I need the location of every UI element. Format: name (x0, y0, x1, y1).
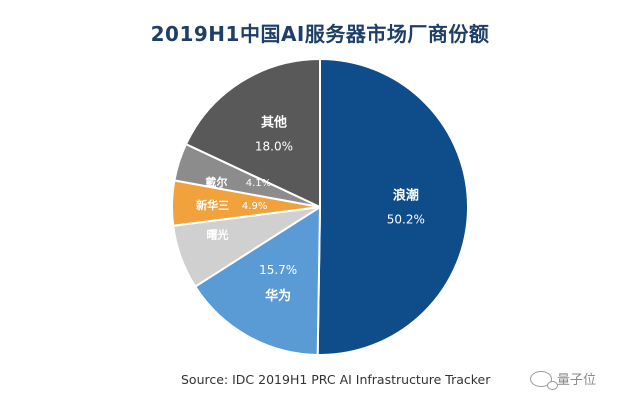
chart-title: 2019H1中国AI服务器市场厂商份额 (150, 22, 490, 46)
slice-category-label: 其他 (261, 115, 287, 131)
slice-value-label: 15.7% (259, 263, 297, 277)
watermark: 量子位 (530, 369, 597, 390)
watermark-text: 量子位 (557, 373, 597, 388)
slice-category-label: 浪潮 (393, 188, 419, 204)
slice-value-label: 50.2% (387, 213, 425, 227)
slice-category-label: 新华三 (196, 198, 229, 212)
slice-value-label: 4.1% (246, 178, 271, 189)
slice-category-label: 戴尔 (205, 175, 227, 189)
slice-category-label: 华为 (265, 288, 291, 304)
wechat-icon (530, 370, 558, 390)
slice-value-label: 4.9% (242, 201, 267, 212)
source-note: Source: IDC 2019H1 PRC AI Infrastructure… (181, 372, 491, 387)
pie-slice-6 (184, 57, 321, 209)
pie-slice-1 (316, 57, 469, 356)
slice-value-label: 18.0% (255, 140, 293, 154)
slice-category-label: 曙光 (206, 228, 228, 242)
pie-slice-2 (193, 205, 322, 356)
